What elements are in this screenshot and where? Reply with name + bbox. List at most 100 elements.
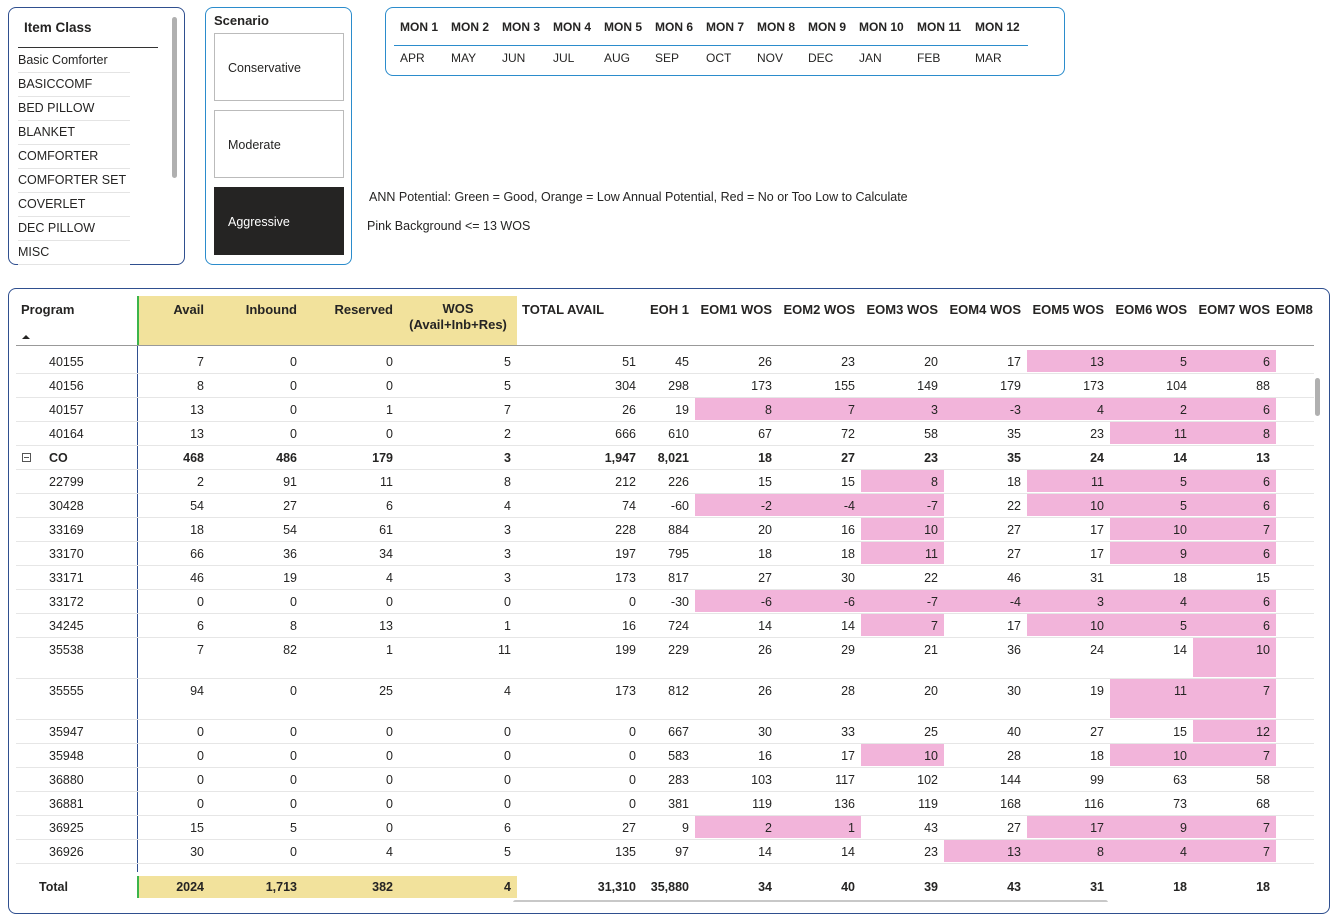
table-cell: 14 xyxy=(1173,643,1187,657)
column-header[interactable]: EOM7 WOS xyxy=(1198,302,1270,317)
table-cell: 31 xyxy=(1090,571,1104,585)
month-header: MON 2 xyxy=(451,20,490,34)
table-cell: -4 xyxy=(778,494,861,516)
table-cell: 0 xyxy=(290,684,297,698)
h-scrollbar[interactable] xyxy=(513,900,1108,902)
sort-arrow[interactable] xyxy=(22,334,30,340)
v-scrollbar[interactable] xyxy=(1315,378,1320,416)
table-cell: 24 xyxy=(1090,451,1104,465)
table-cell: 7 xyxy=(1193,744,1276,766)
month-table: MON 1 APR MON 2 MAY MON 3 JUN MON 4 JUL MON 5 AUG… xyxy=(385,7,1065,76)
month-header: MON 5 xyxy=(604,20,643,34)
column-header[interactable]: EOM2 WOS xyxy=(783,302,855,317)
month-header: MON 1 xyxy=(400,20,439,34)
table-cell: 583 xyxy=(668,749,689,763)
table-cell: 0 xyxy=(290,773,297,787)
table-cell: 3 xyxy=(504,523,511,537)
table-cell: 99 xyxy=(1090,773,1104,787)
table-cell: 15 xyxy=(190,821,204,835)
table-row: CO 468 486 179 3 1,947 8,021 18 27 23 35 24 14 13 xyxy=(16,446,1314,470)
column-header[interactable]: Reserved xyxy=(334,302,393,317)
slicer-item[interactable]: COVERLET xyxy=(18,192,130,217)
table-cell: 136 xyxy=(834,797,855,811)
column-header[interactable]: EOM3 WOS xyxy=(866,302,938,317)
month-value: MAY xyxy=(451,51,477,65)
header-highlight xyxy=(137,296,517,346)
table-cell: 1,947 xyxy=(604,451,636,465)
scenario-button[interactable]: Conservative xyxy=(214,33,344,101)
total-cell: 35,880 xyxy=(650,880,689,894)
table-cell: 0 xyxy=(290,797,297,811)
slicer-item[interactable]: BED PILLOW xyxy=(18,96,130,121)
header-rule xyxy=(394,45,1028,46)
table-cell: 34 xyxy=(379,547,393,561)
column-header[interactable]: EOM4 WOS xyxy=(949,302,1021,317)
table-row: 35538 7 82 1 11 199 229 26 29 21 36 24 14 10 xyxy=(16,638,1314,679)
table-cell: 0 xyxy=(629,595,636,609)
scenario-button[interactable]: Moderate xyxy=(214,110,344,178)
total-cell: 18 xyxy=(1256,880,1270,894)
table-cell: 197 xyxy=(615,547,636,561)
slicer-item[interactable]: DEC PILLOW xyxy=(18,216,130,241)
table-cell: 10 xyxy=(1027,494,1110,516)
table-cell: 29 xyxy=(841,643,855,657)
table-cell: 7 xyxy=(1193,816,1276,838)
table-cell: 7 xyxy=(1193,518,1276,540)
table-cell: 0 xyxy=(386,773,393,787)
program-label: 33172 xyxy=(49,595,84,609)
slicer-title: Item Class xyxy=(24,20,92,35)
table-cell: 119 xyxy=(918,797,938,811)
table-cell: 30 xyxy=(190,845,204,859)
table-row: 36925 15 5 0 6 27 9 2 1 43 27 17 9 7 xyxy=(16,816,1314,840)
table-cell: 4 xyxy=(386,571,393,585)
month-header: MON 9 xyxy=(808,20,847,34)
scenario-button[interactable]: Aggressive xyxy=(214,187,344,255)
table-cell: 12 xyxy=(1193,720,1276,742)
month-header: MON 10 xyxy=(859,20,904,34)
slicer-item[interactable]: BLANKET xyxy=(18,120,130,145)
total-cell: 382 xyxy=(372,880,393,894)
table-cell: 5 xyxy=(1110,494,1193,516)
slicer-item[interactable]: BASICCOMF xyxy=(18,72,130,97)
table-cell: 16 xyxy=(622,619,636,633)
column-header[interactable]: Inbound xyxy=(245,302,297,317)
table-cell: 0 xyxy=(386,355,393,369)
table-cell: 667 xyxy=(668,725,689,739)
column-header[interactable]: Program xyxy=(21,302,75,317)
scrollbar[interactable] xyxy=(172,17,177,178)
table-cell: 155 xyxy=(834,379,855,393)
table-cell: 17 xyxy=(1090,547,1104,561)
column-header[interactable]: EOM8 xyxy=(1276,302,1313,317)
slicer-item[interactable]: MISC xyxy=(18,240,130,265)
table-cell: 35 xyxy=(1007,427,1021,441)
table-cell: 10 xyxy=(1027,614,1110,636)
table-cell: 18 xyxy=(758,451,772,465)
table-cell: 5 xyxy=(1110,350,1193,372)
program-label: 40155 xyxy=(49,355,84,369)
table-cell: 36 xyxy=(283,547,297,561)
program-label: 35538 xyxy=(49,643,84,657)
column-header[interactable]: EOH 1 xyxy=(649,302,689,317)
slicer-item[interactable]: COMFORTER SET xyxy=(18,168,130,193)
table-cell: 298 xyxy=(668,379,689,393)
table-cell: 228 xyxy=(615,523,636,537)
table-cell: 10 xyxy=(861,744,944,766)
table-cell: 3 xyxy=(1027,590,1110,612)
total-cell: 4 xyxy=(504,880,511,894)
column-header[interactable]: Avail xyxy=(173,302,204,317)
collapse-icon[interactable] xyxy=(22,453,31,462)
table-cell: 0 xyxy=(386,749,393,763)
slicer-item[interactable]: COMFORTER xyxy=(18,144,130,169)
column-header[interactable]: EOM5 WOS xyxy=(1032,302,1104,317)
table-cell: 17 xyxy=(841,749,855,763)
table-row: 35948 0 0 0 0 0 583 16 17 10 28 18 10 7 xyxy=(16,744,1314,768)
column-header[interactable]: TOTAL AVAIL xyxy=(522,302,605,317)
slicer-item[interactable]: Basic Comforter xyxy=(18,48,130,73)
column-header[interactable]: EOM6 WOS xyxy=(1115,302,1187,317)
table-cell: 30 xyxy=(1007,684,1021,698)
table-row: 33169 18 54 61 3 228 884 20 16 10 27 17 10 7 xyxy=(16,518,1314,542)
table-cell: 25 xyxy=(379,684,393,698)
table-cell: 27 xyxy=(758,571,772,585)
column-header[interactable]: WOS (Avail+Inb+Res) xyxy=(409,301,507,332)
column-header[interactable]: EOM1 WOS xyxy=(700,302,772,317)
